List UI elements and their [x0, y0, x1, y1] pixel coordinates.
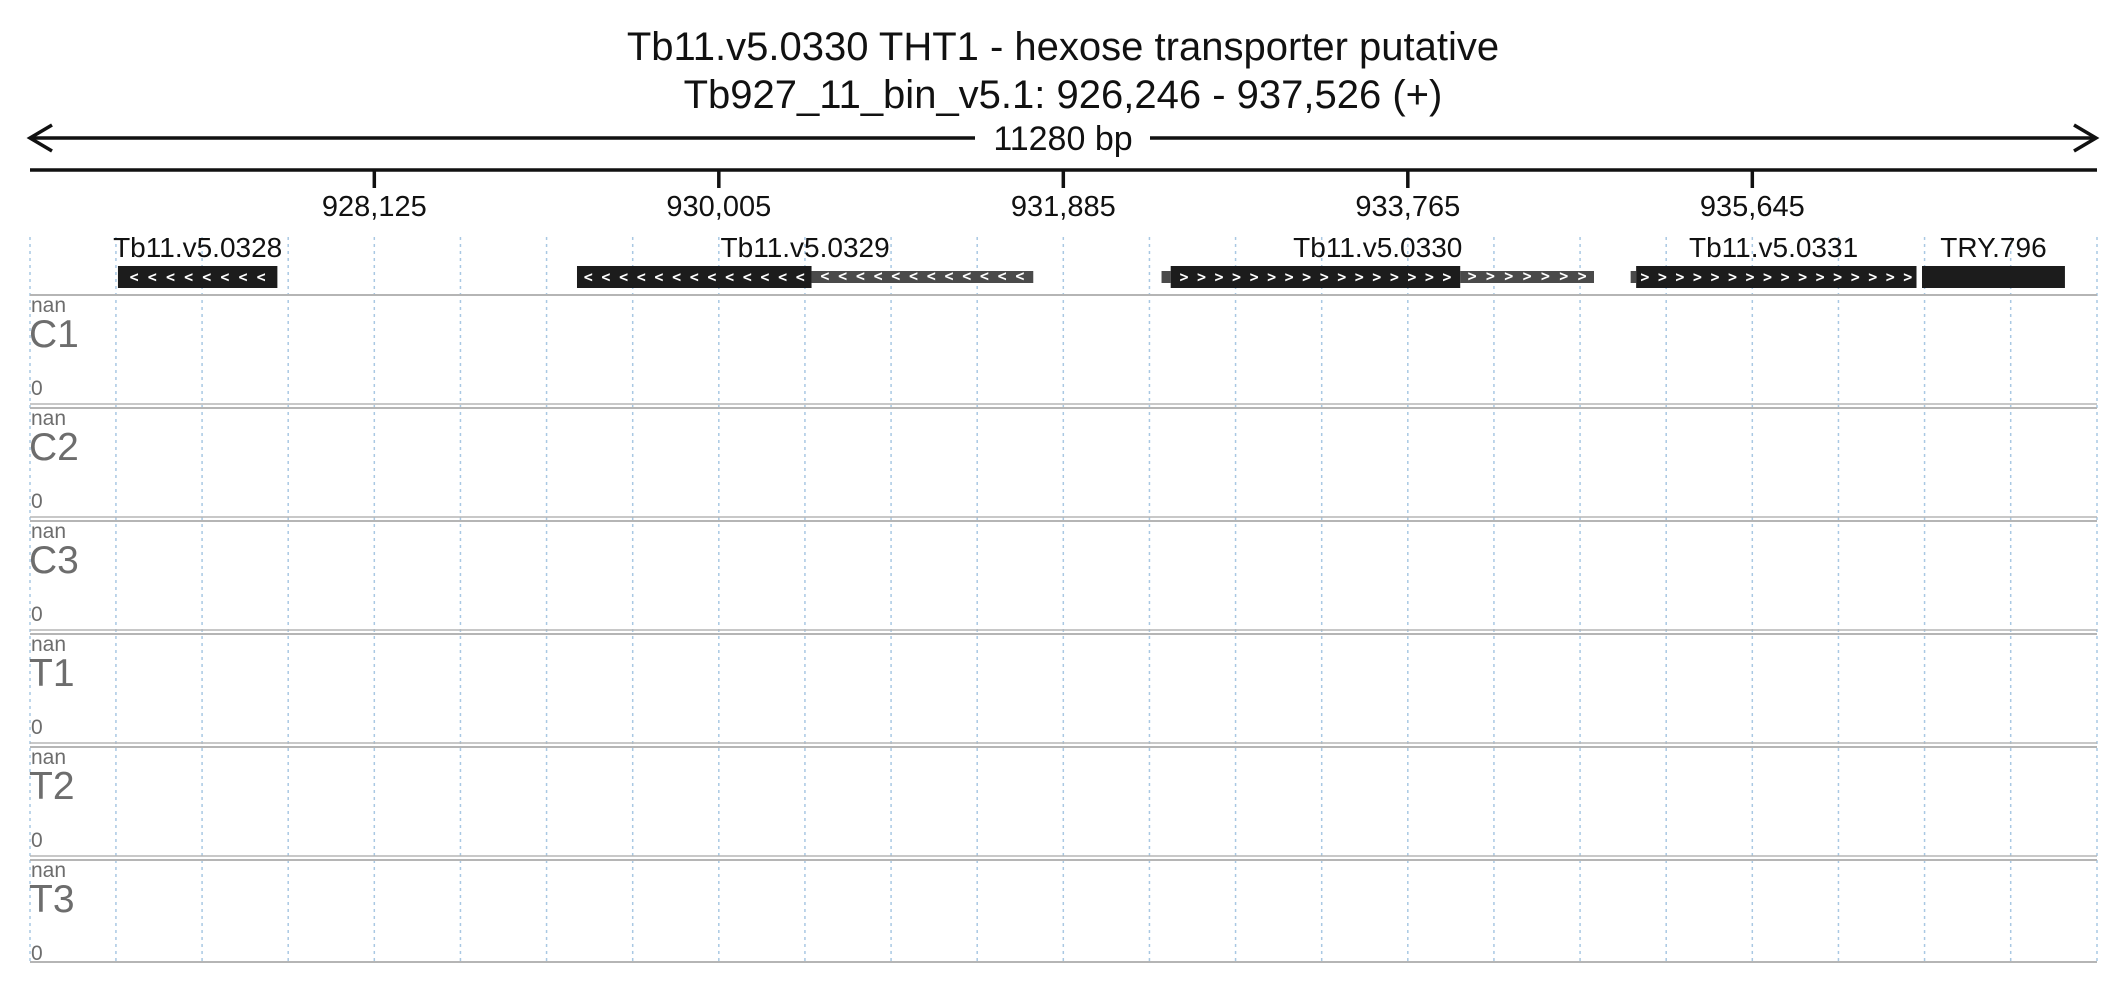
gene-label: TRY.796: [1940, 232, 2046, 263]
track-max-label: nan: [31, 746, 66, 769]
track-min-label: 0: [31, 942, 43, 965]
strand-chevrons: <<<<<<<<<<<<<: [584, 268, 805, 286]
gene-feature[interactable]: TRY.796: [1922, 232, 2065, 288]
gene-feature[interactable]: <<<<<<<<<<<<<<<<<<<<<<<<<Tb11.v5.0329: [576, 232, 1034, 288]
gene-label: Tb11.v5.0331: [1689, 232, 1858, 263]
axis-tick-label: 935,645: [1700, 191, 1805, 223]
track-max-label: nan: [31, 633, 66, 656]
grid-layer: [29, 237, 2098, 962]
gene-track: <<<<<<<<Tb11.v5.0328<<<<<<<<<<<<<<<<<<<<…: [113, 232, 2065, 288]
track-max-label: nan: [31, 520, 66, 543]
region-location: Tb927_11_bin_v5.1: 926,246 - 937,526 (+): [684, 73, 1443, 117]
axis-tick-label: 931,885: [1011, 191, 1116, 223]
axis-tick-label: 933,765: [1355, 191, 1460, 223]
track-max-label: nan: [31, 294, 66, 317]
utr-segment: [1460, 271, 1594, 283]
cds-segment: [1170, 266, 1461, 288]
gene-label: Tb11.v5.0330: [1293, 232, 1462, 263]
cds-segment: [1922, 266, 2065, 288]
cds-segment: [1636, 266, 1917, 288]
gene-feature[interactable]: >>>>>>>>>>>>>>>>Tb11.v5.0331: [1630, 232, 1917, 288]
track-min-label: 0: [31, 829, 43, 852]
track-min-label: 0: [31, 490, 43, 513]
axis-tick-label: 928,125: [322, 191, 427, 223]
cds-segment: [576, 266, 812, 288]
track-min-label: 0: [31, 377, 43, 400]
track-max-label: nan: [31, 407, 66, 430]
span-indicator: 11280 bp: [26, 120, 2100, 158]
utr-segment: [1161, 271, 1171, 283]
track-name: T3: [29, 878, 75, 921]
track-max-label: nan: [31, 859, 66, 882]
span-arrow-left-icon: [26, 123, 53, 153]
span-arrow-right-icon: [2073, 123, 2100, 153]
cds-segment: [117, 266, 278, 288]
gene-title: Tb11.v5.0330 THT1 - hexose transporter p…: [627, 25, 1499, 69]
track-name: T2: [29, 765, 75, 808]
utr-segment: [811, 271, 1034, 283]
gene-feature[interactable]: <<<<<<<<Tb11.v5.0328: [113, 232, 282, 288]
track-name: C3: [29, 539, 79, 582]
span-length-label: 11280 bp: [993, 120, 1132, 158]
axis-ticks: 928,125 930,005 931,885 933,765 935,645: [322, 170, 1805, 223]
track-name: C1: [29, 313, 79, 356]
gene-label: Tb11.v5.0329: [721, 232, 890, 263]
gene-label: Tb11.v5.0328: [113, 232, 282, 263]
utr-segment: [1630, 271, 1637, 283]
track-name: C2: [29, 426, 79, 469]
gene-feature[interactable]: >>>>>>>>>>>>>>>>>>>>>>>Tb11.v5.0330: [1161, 232, 1594, 288]
track-name: T1: [29, 652, 75, 695]
axis-tick-label: 930,005: [666, 191, 771, 223]
track-min-label: 0: [31, 603, 43, 626]
track-min-label: 0: [31, 716, 43, 739]
